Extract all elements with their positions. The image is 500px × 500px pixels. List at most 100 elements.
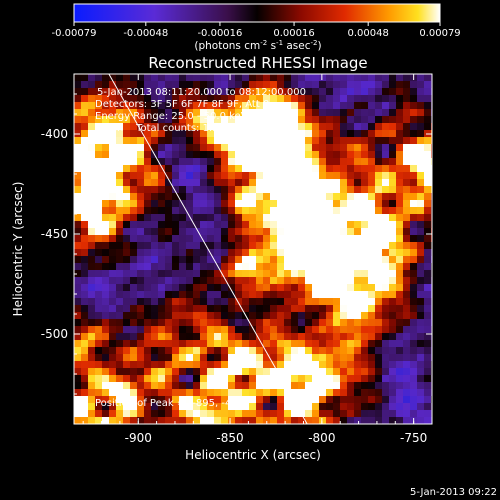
heatmap-cell (151, 207, 158, 214)
heatmap-cell (277, 221, 284, 228)
heatmap-cell (81, 277, 88, 284)
heatmap-cell (214, 256, 221, 263)
heatmap-cell (179, 361, 186, 368)
heatmap-cell (214, 368, 221, 375)
heatmap-cell (396, 361, 403, 368)
heatmap-cell (207, 298, 214, 305)
heatmap-cell (214, 235, 221, 242)
heatmap-cell (270, 242, 277, 249)
heatmap-cell (284, 207, 291, 214)
heatmap-cell (193, 102, 200, 109)
heatmap-cell (109, 214, 116, 221)
heatmap-cell (389, 235, 396, 242)
heatmap-cell (123, 298, 130, 305)
heatmap-cell (137, 270, 144, 277)
heatmap-cell (284, 200, 291, 207)
heatmap-cell (375, 95, 382, 102)
heatmap-cell (123, 193, 130, 200)
heatmap-cell (74, 144, 81, 151)
heatmap-cell (424, 137, 431, 144)
heatmap-cell (235, 270, 242, 277)
heatmap-cell (375, 270, 382, 277)
heatmap-cell (172, 186, 179, 193)
heatmap-cell (158, 158, 165, 165)
heatmap-cell (305, 305, 312, 312)
heatmap-cell (298, 95, 305, 102)
heatmap-cell (158, 214, 165, 221)
heatmap-cell (151, 102, 158, 109)
heatmap-cell (130, 340, 137, 347)
heatmap-cell (81, 144, 88, 151)
heatmap-cell (186, 102, 193, 109)
heatmap-cell (242, 221, 249, 228)
heatmap-cell (382, 354, 389, 361)
heatmap-cell (102, 389, 109, 396)
heatmap-cell (151, 228, 158, 235)
heatmap-cell (319, 158, 326, 165)
heatmap-cell (172, 396, 179, 403)
heatmap-cell (116, 158, 123, 165)
heatmap-cell (298, 382, 305, 389)
annotation-block: 5-Jan-2013 08:11:20.000 to 08:12:00.000 … (95, 87, 306, 409)
heatmap-cell (95, 102, 102, 109)
heatmap-cell (354, 389, 361, 396)
heatmap-cell (193, 361, 200, 368)
heatmap-cell (256, 221, 263, 228)
heatmap-cell (333, 326, 340, 333)
heatmap-cell (277, 361, 284, 368)
heatmap-cell (88, 277, 95, 284)
heatmap-cell (235, 389, 242, 396)
heatmap-cell (95, 158, 102, 165)
heatmap-cell (277, 256, 284, 263)
heatmap-cell (116, 95, 123, 102)
heatmap-cell (102, 214, 109, 221)
heatmap-cell (368, 81, 375, 88)
heatmap-cell (200, 242, 207, 249)
heatmap-cell (326, 116, 333, 123)
heatmap-cell (102, 312, 109, 319)
heatmap-cell (88, 200, 95, 207)
heatmap-cell (277, 235, 284, 242)
heatmap-cell (186, 207, 193, 214)
heatmap-cell (368, 305, 375, 312)
heatmap-cell (326, 361, 333, 368)
heatmap-cell (88, 74, 95, 81)
heatmap-cell (347, 235, 354, 242)
heatmap-cell (151, 354, 158, 361)
heatmap-cell (347, 319, 354, 326)
heatmap-cell (382, 172, 389, 179)
heatmap-cell (95, 410, 102, 417)
heatmap-cell (263, 186, 270, 193)
heatmap-cell (158, 207, 165, 214)
heatmap-cell (263, 284, 270, 291)
heatmap-cell (193, 74, 200, 81)
heatmap-cell (95, 389, 102, 396)
heatmap-cell (424, 165, 431, 172)
heatmap-cell (221, 368, 228, 375)
heatmap-cell (200, 312, 207, 319)
y-axis-ticks: -400-450-500 (41, 73, 432, 415)
heatmap-cell (319, 74, 326, 81)
heatmap-cell (193, 256, 200, 263)
heatmap-cell (81, 158, 88, 165)
heatmap-cell (256, 417, 263, 424)
heatmap-cell (144, 130, 151, 137)
heatmap-cell (340, 186, 347, 193)
heatmap-cell (403, 319, 410, 326)
heatmap-cell (312, 88, 319, 95)
heatmap-cell (81, 95, 88, 102)
heatmap-cell (228, 319, 235, 326)
heatmap-cell (340, 291, 347, 298)
heatmap-cell (361, 214, 368, 221)
heatmap-cell (186, 151, 193, 158)
heatmap-cell (137, 74, 144, 81)
heatmap-cell (382, 137, 389, 144)
heatmap-cell (109, 95, 116, 102)
heatmap-cell (256, 354, 263, 361)
heatmap-cell (375, 151, 382, 158)
heatmap-cell (235, 375, 242, 382)
heatmap-cell (130, 326, 137, 333)
heatmap-cell (165, 410, 172, 417)
heatmap-cell (354, 158, 361, 165)
heatmap-cell (354, 165, 361, 172)
